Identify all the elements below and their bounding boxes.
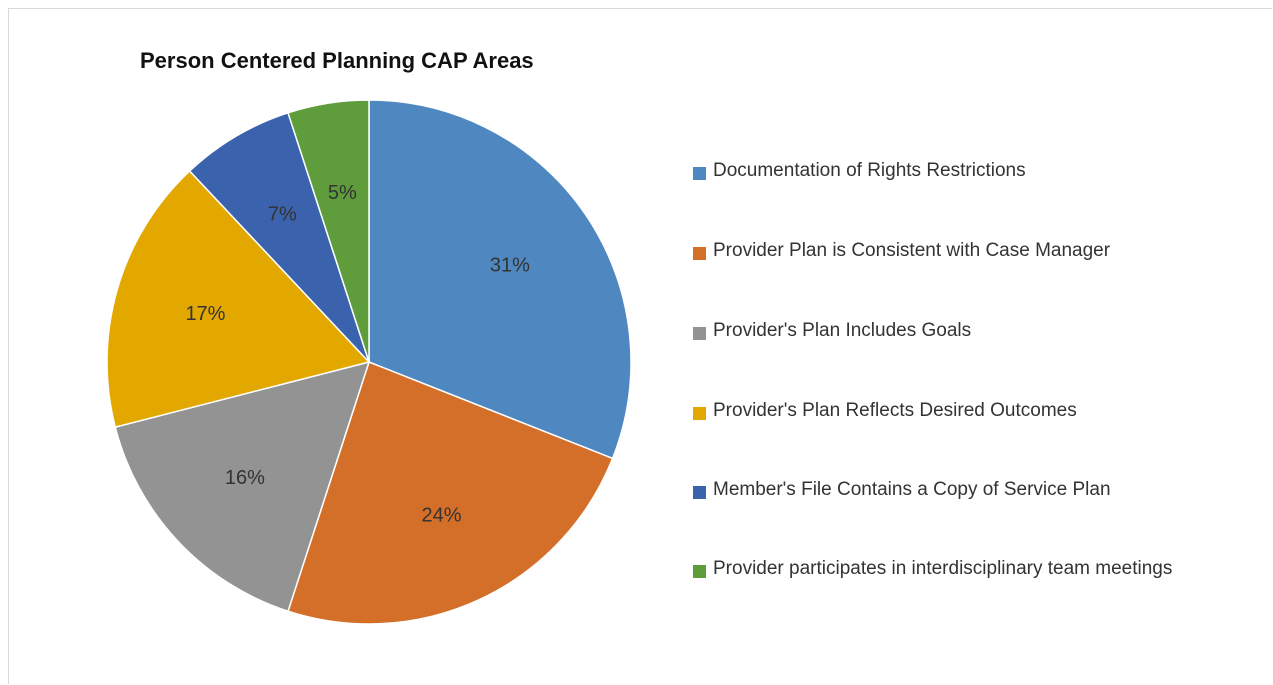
legend-item: Provider's Plan Includes Goals: [693, 320, 1223, 348]
legend-item: Provider Plan is Consistent with Case Ma…: [693, 240, 1223, 268]
legend-label: Provider's Plan Includes Goals: [713, 320, 972, 341]
legend-swatch: [693, 407, 706, 420]
legend-label: Member's File Contains a Copy of Service…: [713, 479, 1111, 500]
data-label: 24%: [421, 504, 461, 526]
legend-item: Provider's Plan Reflects Desired Outcome…: [693, 400, 1223, 428]
legend-swatch: [693, 167, 706, 180]
chart-title: Person Centered Planning CAP Areas: [140, 48, 534, 73]
legend-swatch: [693, 247, 706, 260]
legend-label: Provider Plan is Consistent with Case Ma…: [713, 240, 1111, 261]
pie-slice: [287, 361, 614, 625]
legend-label: Provider participates in interdisciplina…: [713, 558, 1173, 579]
data-label: 16%: [225, 467, 265, 489]
pie-slice: [287, 99, 370, 363]
legend-swatch: [693, 565, 706, 578]
data-label: 5%: [328, 182, 357, 204]
pie-slice: [368, 99, 632, 460]
legend-label: Documentation of Rights Restrictions: [713, 160, 1026, 181]
chart-frame: [8, 8, 1272, 684]
legend-item: Documentation of Rights Restrictions: [693, 160, 1223, 188]
legend-swatch: [693, 486, 706, 499]
legend-swatch: [693, 327, 706, 340]
data-label: 17%: [185, 303, 225, 325]
legend-item: Member's File Contains a Copy of Service…: [693, 479, 1223, 507]
legend-item: Provider participates in interdisciplina…: [693, 558, 1223, 586]
pie-slice: [188, 111, 370, 363]
pie-slice: [106, 169, 371, 429]
data-label: 31%: [490, 255, 530, 277]
pie-slice: [114, 360, 371, 613]
legend-label: Provider's Plan Reflects Desired Outcome…: [713, 400, 1077, 421]
data-label: 7%: [268, 204, 297, 226]
